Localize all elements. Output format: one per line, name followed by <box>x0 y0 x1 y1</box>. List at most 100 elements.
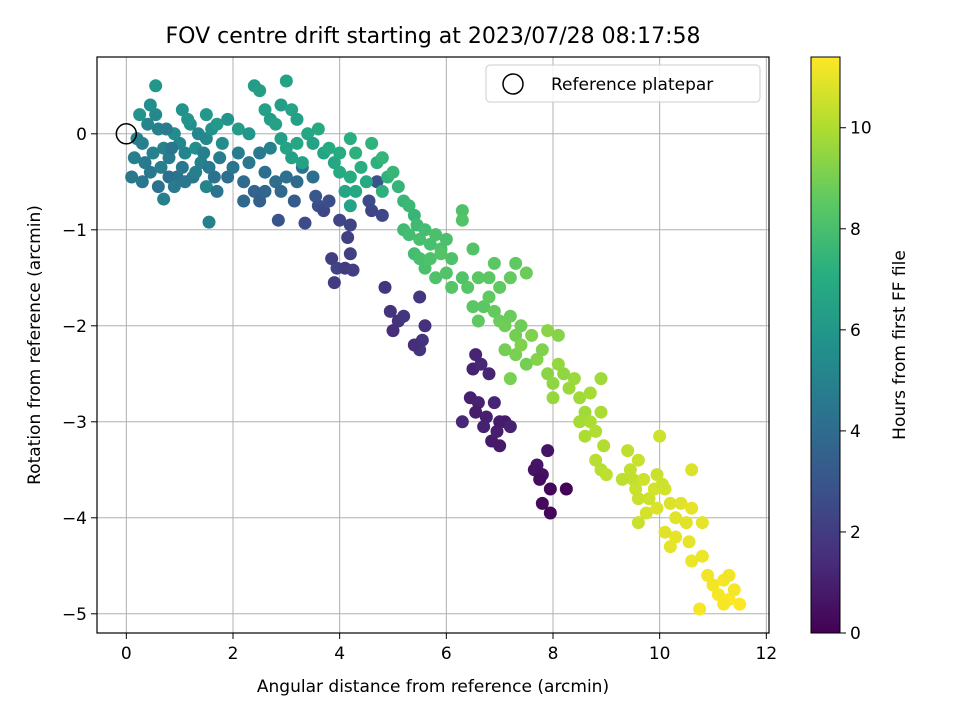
data-point <box>301 127 315 141</box>
data-point <box>423 237 437 251</box>
data-point <box>343 199 357 213</box>
data-point <box>543 506 557 520</box>
data-point <box>482 271 496 285</box>
data-point <box>567 372 581 386</box>
data-point <box>343 247 357 261</box>
data-point <box>642 492 656 506</box>
legend-box <box>485 64 761 103</box>
data-point <box>274 184 288 198</box>
data-point <box>269 175 283 189</box>
colorbar-tick-label: 4 <box>850 422 861 442</box>
data-point <box>199 180 213 194</box>
data-point <box>727 583 741 597</box>
data-point <box>341 230 355 244</box>
data-point <box>535 343 549 357</box>
data-point <box>583 415 597 429</box>
data-point <box>509 256 523 270</box>
data-point <box>189 165 203 179</box>
data-point <box>594 372 608 386</box>
data-point <box>685 554 699 568</box>
data-point <box>207 170 221 184</box>
data-point <box>455 213 469 227</box>
data-point <box>474 357 488 371</box>
data-point <box>469 405 483 419</box>
data-point <box>165 141 179 155</box>
data-point <box>133 108 147 122</box>
data-point <box>311 122 325 136</box>
data-point <box>253 194 267 208</box>
data-point <box>365 136 379 150</box>
data-point <box>175 103 189 117</box>
data-point <box>546 391 560 405</box>
data-point <box>359 175 373 189</box>
data-point <box>354 160 368 174</box>
data-point <box>589 424 603 438</box>
data-point <box>402 228 416 242</box>
data-point <box>455 271 469 285</box>
data-point <box>455 204 469 218</box>
data-point <box>346 263 360 277</box>
data-point <box>221 170 235 184</box>
data-point <box>557 367 571 381</box>
data-point <box>285 151 299 165</box>
data-point <box>199 108 213 122</box>
data-point <box>533 472 547 486</box>
data-point <box>242 156 256 170</box>
data-point <box>202 160 216 174</box>
data-point <box>639 506 653 520</box>
data-point <box>418 223 432 237</box>
data-point <box>733 597 747 611</box>
data-point <box>663 540 677 554</box>
y-tick-label: −1 <box>62 221 87 241</box>
data-point <box>213 151 227 165</box>
data-point <box>151 180 165 194</box>
data-point <box>402 199 416 213</box>
data-point <box>253 146 267 160</box>
data-point <box>631 516 645 530</box>
data-point <box>466 242 480 256</box>
colorbar-tick-label: 8 <box>850 220 861 240</box>
colorbar: 0 2 4 6 8 10 Hours from first FF file <box>810 56 910 644</box>
data-point <box>343 132 357 146</box>
data-point <box>191 127 205 141</box>
data-point <box>149 79 163 93</box>
data-point <box>295 156 309 170</box>
data-point <box>231 122 245 136</box>
data-point <box>631 453 645 467</box>
data-point <box>429 271 443 285</box>
data-point <box>413 232 427 246</box>
data-point <box>135 175 149 189</box>
data-point <box>125 170 139 184</box>
data-point <box>490 424 504 438</box>
data-point <box>482 367 496 381</box>
colorbar-label: Hours from first FF file <box>890 250 910 440</box>
data-point <box>599 468 613 482</box>
data-point <box>391 180 405 194</box>
plot-frame <box>96 56 770 634</box>
data-point <box>541 324 555 338</box>
data-point <box>471 314 485 328</box>
data-point <box>722 568 736 582</box>
data-point <box>226 160 240 174</box>
data-point <box>178 175 192 189</box>
data-point <box>287 194 301 208</box>
data-point <box>418 319 432 333</box>
data-point <box>669 530 683 544</box>
data-point <box>418 261 432 275</box>
data-point <box>258 165 272 179</box>
data-point <box>578 405 592 419</box>
data-point <box>306 170 320 184</box>
data-point <box>309 189 323 203</box>
legend: Reference platepar <box>485 64 761 103</box>
data-point <box>285 103 299 117</box>
data-point <box>471 271 485 285</box>
colorbar-ticks: 0 2 4 6 8 10 <box>840 119 872 644</box>
data-point <box>127 151 141 165</box>
data-point <box>503 271 517 285</box>
data-point <box>583 386 597 400</box>
data-point <box>530 352 544 366</box>
data-point <box>290 112 304 126</box>
data-point <box>247 184 261 198</box>
data-point <box>258 103 272 117</box>
data-point <box>322 194 336 208</box>
